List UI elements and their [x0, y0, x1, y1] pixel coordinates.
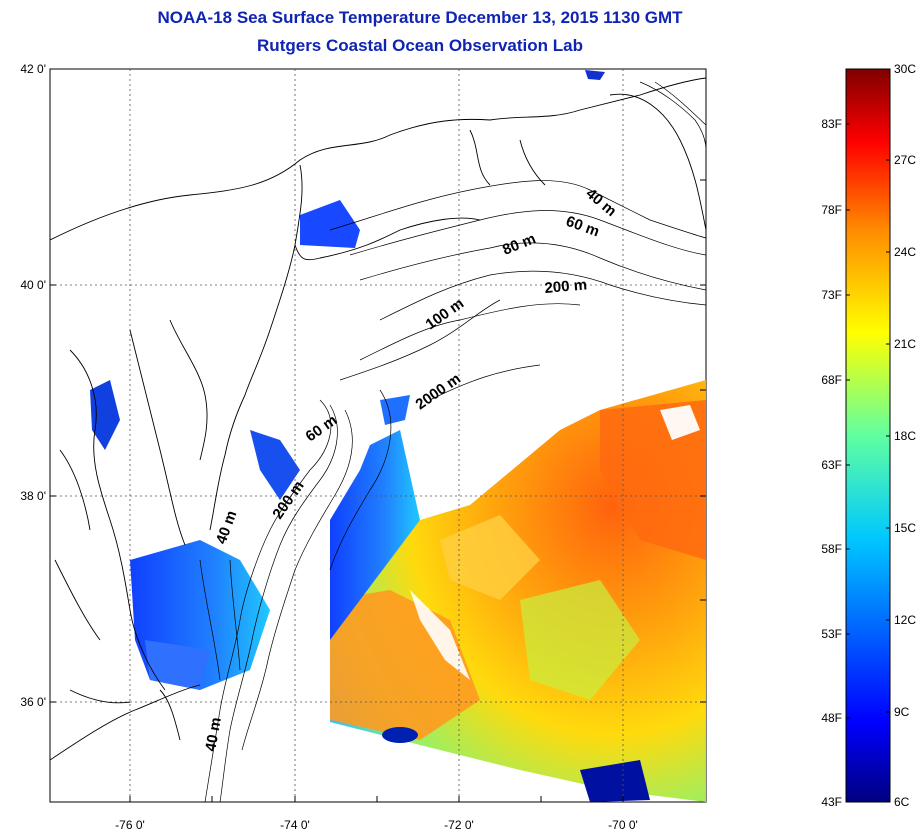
lon-label: -76 0' — [115, 818, 145, 832]
colorbar-celsius-label: 12C — [894, 613, 917, 627]
colorbar-celsius-label: 27C — [894, 153, 917, 167]
colorbar-fahrenheit-label: 43F — [821, 795, 842, 809]
bathymetry-contours — [199, 81, 706, 802]
lat-label: 38 0' — [20, 489, 46, 503]
coastline — [50, 77, 706, 761]
lat-label: 42 0' — [20, 62, 46, 76]
contour-label: 200 m — [544, 276, 588, 297]
colorbar-fahrenheit-label: 68F — [821, 373, 842, 387]
colorbar-fahrenheit-label: 83F — [821, 117, 842, 131]
colorbar-fahrenheit-label: 73F — [821, 288, 842, 302]
colorbar-celsius-label: 9C — [894, 705, 910, 719]
colorbar-fahrenheit-label: 63F — [821, 458, 842, 472]
lon-label: -74 0' — [280, 818, 310, 832]
sst-imagery — [90, 70, 706, 802]
colorbar — [845, 68, 891, 803]
colorbar-ticks — [846, 123, 890, 719]
lon-label: -70 0' — [608, 818, 638, 832]
map-subtitle: Rutgers Coastal Ocean Observation Lab — [257, 36, 583, 55]
lon-label: -72 0' — [444, 818, 474, 832]
lat-label: 36 0' — [20, 695, 46, 709]
colorbar-celsius-label: 21C — [894, 337, 917, 351]
contour-label: 40 m — [202, 716, 225, 753]
axis-ticks — [50, 68, 706, 802]
colorbar-celsius-label: 18C — [894, 429, 917, 443]
colorbar-celsius-label: 15C — [894, 521, 917, 535]
colorbar-celsius-label: 6C — [894, 795, 910, 809]
colorbar-celsius-label: 24C — [894, 245, 917, 259]
colorbar-fahrenheit-label: 48F — [821, 711, 842, 725]
map-title: NOAA-18 Sea Surface Temperature December… — [157, 8, 683, 27]
colorbar-fahrenheit-label: 78F — [821, 203, 842, 217]
colorbar-fahrenheit-label: 53F — [821, 627, 842, 641]
graticule — [50, 69, 706, 802]
lat-label: 40 0' — [20, 278, 46, 292]
colorbar-fahrenheit-label: 58F — [821, 542, 842, 556]
colorbar-celsius-label: 30C — [894, 62, 917, 76]
